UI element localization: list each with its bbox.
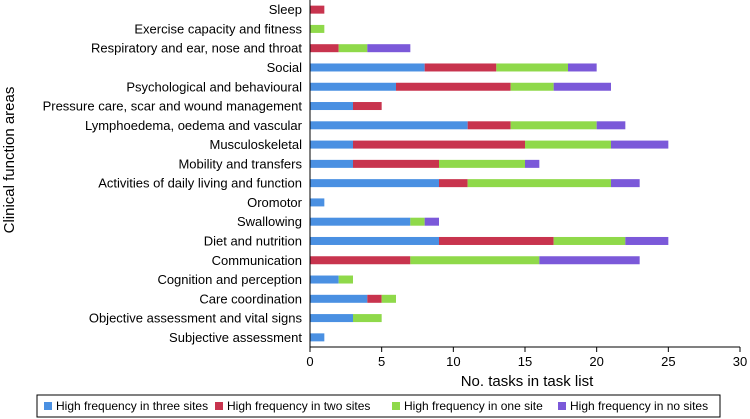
- bar-segment: [525, 140, 611, 149]
- bar-segment: [310, 179, 439, 188]
- bar-segment: [367, 294, 382, 303]
- legend: High frequency in three sites High freque…: [36, 394, 721, 418]
- bar-segment: [310, 198, 325, 207]
- bar-segment: [310, 121, 468, 130]
- y-axis-title: Clinical function areas: [1, 87, 18, 234]
- bar-segment: [353, 159, 439, 168]
- bar-segment: [424, 217, 439, 226]
- bar-segment: [539, 256, 640, 265]
- bar-segment: [625, 236, 669, 245]
- category-label: Musculoskeletal: [210, 137, 303, 152]
- x-axis-title: No. tasks in task list: [461, 373, 594, 390]
- bar-segment: [310, 275, 339, 284]
- legend-label: High frequency in one site: [404, 399, 543, 413]
- bar-segment: [410, 256, 540, 265]
- bar-segment: [424, 63, 497, 72]
- bar-segment: [525, 159, 540, 168]
- category-label: Care coordination: [199, 291, 302, 306]
- bar-segment: [510, 82, 554, 91]
- bar-segment: [353, 102, 382, 111]
- bar-segment: [310, 314, 353, 323]
- bars-layer: [310, 5, 669, 342]
- bar-segment: [439, 159, 525, 168]
- bar-segment: [310, 82, 396, 91]
- category-label: Objective assessment and vital signs: [89, 311, 303, 326]
- legend-swatch: [215, 402, 223, 410]
- bar-segment: [367, 44, 411, 53]
- bar-segment: [439, 179, 468, 188]
- legend-label: High frequency in three sites: [56, 399, 208, 413]
- bar-segment: [568, 63, 597, 72]
- category-label: Cognition and perception: [157, 272, 302, 287]
- x-tick-label: 20: [589, 354, 603, 369]
- legend-label: High frequency in no sites: [570, 399, 708, 413]
- category-label: Mobility and transfers: [178, 156, 302, 171]
- x-tick-label: 0: [306, 354, 313, 369]
- bar-segment: [553, 236, 626, 245]
- category-label: Exercise capacity and fitness: [134, 21, 302, 36]
- legend-swatch: [558, 402, 566, 410]
- x-tick-label: 15: [518, 354, 532, 369]
- category-label: Respiratory and ear, nose and throat: [91, 41, 302, 56]
- category-label: Social: [267, 60, 303, 75]
- bar-segment: [467, 121, 511, 130]
- bar-segment: [310, 5, 325, 14]
- bar-segment: [338, 275, 353, 284]
- bar-segment: [310, 24, 325, 33]
- bar-segment: [310, 140, 353, 149]
- category-label: Swallowing: [237, 214, 302, 229]
- bar-segment: [310, 44, 339, 53]
- category-label: Subjective assessment: [169, 330, 302, 345]
- bar-segment: [396, 82, 511, 91]
- bar-segment: [410, 217, 425, 226]
- legend-swatch: [392, 402, 400, 410]
- category-label: Activities of daily living and function: [98, 176, 302, 191]
- category-label: Sleep: [269, 2, 302, 17]
- category-label: Oromotor: [247, 195, 303, 210]
- bar-segment: [310, 256, 411, 265]
- bar-segment: [353, 140, 525, 149]
- legend-swatch: [44, 402, 52, 410]
- bar-segment: [310, 294, 368, 303]
- bar-segment: [596, 121, 626, 130]
- x-tick-label: 10: [446, 354, 460, 369]
- bar-segment: [510, 121, 597, 130]
- category-labels: Sleep Exercise capacity and fitness Respir…: [43, 2, 303, 345]
- category-label: Communication: [212, 253, 302, 268]
- category-label: Pressure care, scar and wound management: [43, 99, 303, 114]
- bar-segment: [467, 179, 611, 188]
- x-ticks: 0 5 10 15 20 25 30: [306, 347, 747, 369]
- bar-segment: [553, 82, 611, 91]
- bar-segment: [310, 159, 353, 168]
- bar-segment: [439, 236, 554, 245]
- x-tick-label: 25: [661, 354, 675, 369]
- x-tick-label: 30: [733, 354, 747, 369]
- bar-segment: [310, 333, 325, 342]
- bar-segment: [310, 236, 439, 245]
- bar-segment: [381, 294, 396, 303]
- bar-segment: [310, 102, 353, 111]
- bar-segment: [611, 179, 640, 188]
- bar-segment: [611, 140, 669, 149]
- bar-segment: [496, 63, 568, 72]
- bar-segment: [353, 314, 382, 323]
- bar-segment: [310, 217, 411, 226]
- x-tick-label: 5: [378, 354, 385, 369]
- category-label: Diet and nutrition: [204, 233, 302, 248]
- bar-segment: [338, 44, 368, 53]
- bar-segment: [310, 63, 425, 72]
- legend-box: [36, 394, 721, 418]
- legend-label: High frequency in two sites: [227, 399, 370, 413]
- category-label: Psychological and behavioural: [126, 79, 302, 94]
- category-label: Lymphoedema, oedema and vascular: [85, 118, 303, 133]
